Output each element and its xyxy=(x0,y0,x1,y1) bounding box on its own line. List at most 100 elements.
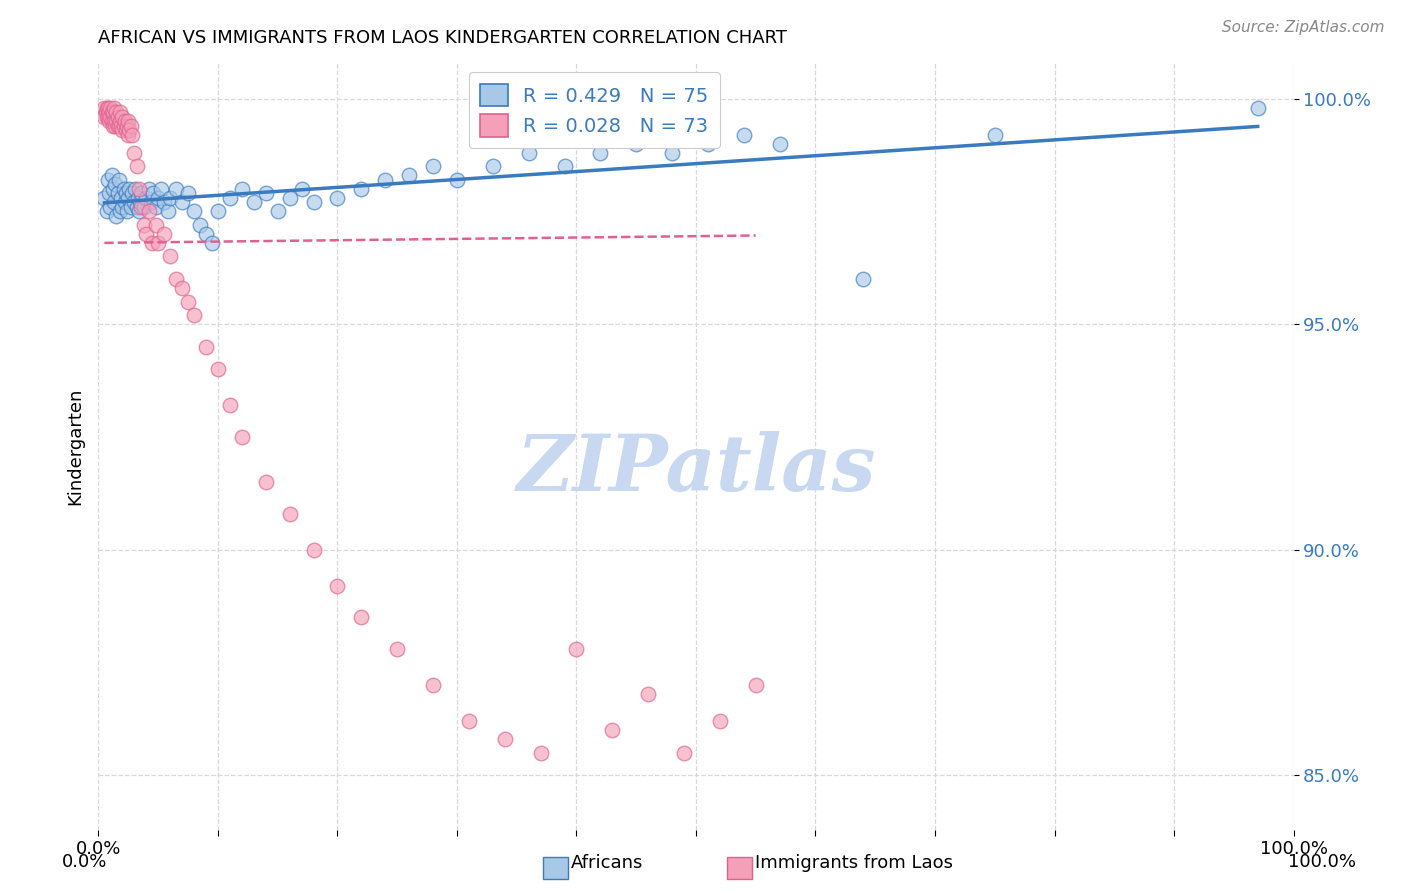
Point xyxy=(121,128,143,142)
Point xyxy=(733,128,755,142)
Point xyxy=(120,119,142,133)
Point xyxy=(159,250,181,264)
Point xyxy=(114,195,136,210)
Point xyxy=(107,119,129,133)
Point xyxy=(517,145,540,160)
Point xyxy=(350,610,373,624)
Point xyxy=(115,119,138,133)
Point xyxy=(661,145,683,160)
Point xyxy=(114,114,136,128)
Point xyxy=(96,101,118,115)
Point xyxy=(108,105,131,120)
Text: ZIPatlas: ZIPatlas xyxy=(516,431,876,508)
Text: 0.0%: 0.0% xyxy=(62,853,107,871)
Point xyxy=(554,159,576,173)
Point xyxy=(183,204,205,219)
Point xyxy=(128,182,150,196)
Y-axis label: Kindergarten: Kindergarten xyxy=(66,387,84,505)
Point xyxy=(98,101,122,115)
Point xyxy=(207,362,229,376)
Point xyxy=(165,182,187,196)
Point xyxy=(697,136,720,151)
Point xyxy=(385,642,409,657)
Point xyxy=(101,105,124,120)
Point xyxy=(139,195,162,210)
Point xyxy=(291,182,314,196)
Point xyxy=(141,235,163,250)
Point xyxy=(100,105,122,120)
Point xyxy=(115,186,138,201)
Point xyxy=(120,200,142,214)
Point xyxy=(129,195,152,210)
Point xyxy=(103,114,125,128)
Point xyxy=(124,145,146,160)
Point xyxy=(254,475,277,489)
Point xyxy=(111,200,134,214)
Point xyxy=(117,128,139,142)
Point xyxy=(142,186,165,201)
Point xyxy=(128,204,150,219)
Bar xyxy=(727,857,752,879)
Point xyxy=(602,723,624,738)
Point xyxy=(145,200,167,214)
Point xyxy=(125,200,148,214)
Text: Source: ZipAtlas.com: Source: ZipAtlas.com xyxy=(1222,20,1385,35)
Point xyxy=(422,678,444,692)
Point xyxy=(107,186,129,201)
Point xyxy=(138,204,160,219)
Point xyxy=(153,227,176,241)
Point xyxy=(350,182,373,196)
Point xyxy=(98,186,121,201)
Point xyxy=(97,173,120,187)
Point xyxy=(673,746,696,760)
Point xyxy=(101,182,124,196)
Point xyxy=(852,272,875,286)
Point xyxy=(131,200,153,214)
Point xyxy=(326,191,349,205)
Point xyxy=(195,227,218,241)
Point xyxy=(118,123,141,137)
Point xyxy=(98,105,121,120)
Point xyxy=(105,209,128,223)
Point xyxy=(231,182,253,196)
Point xyxy=(165,272,187,286)
Point xyxy=(111,123,134,137)
Point xyxy=(100,114,122,128)
Point xyxy=(148,235,170,250)
Point xyxy=(103,195,125,210)
Point xyxy=(153,195,176,210)
Point xyxy=(105,105,128,120)
Point xyxy=(96,110,118,124)
Point xyxy=(115,123,138,137)
Point xyxy=(589,145,612,160)
Point xyxy=(458,714,481,729)
Point xyxy=(231,430,253,444)
Point xyxy=(108,114,131,128)
Point xyxy=(446,173,468,187)
Text: Immigrants from Laos: Immigrants from Laos xyxy=(755,854,953,871)
Point xyxy=(132,200,155,214)
Text: AFRICAN VS IMMIGRANTS FROM LAOS KINDERGARTEN CORRELATION CHART: AFRICAN VS IMMIGRANTS FROM LAOS KINDERGA… xyxy=(98,29,787,47)
Point xyxy=(124,195,146,210)
Point xyxy=(148,191,170,205)
Point xyxy=(159,191,181,205)
Point xyxy=(177,294,200,309)
Point xyxy=(107,119,129,133)
Point xyxy=(278,191,301,205)
Point xyxy=(96,204,118,219)
Point xyxy=(494,732,516,747)
Point xyxy=(131,186,153,201)
Point xyxy=(422,159,444,173)
Text: 100.0%: 100.0% xyxy=(1288,853,1355,871)
Point xyxy=(207,204,229,219)
Point xyxy=(177,186,200,201)
Point xyxy=(138,182,160,196)
Point xyxy=(132,218,155,232)
Point xyxy=(111,110,134,124)
Point xyxy=(278,507,301,521)
Point xyxy=(984,128,1007,142)
Point xyxy=(530,746,553,760)
Point xyxy=(124,182,146,196)
Point xyxy=(745,678,768,692)
Point xyxy=(626,136,648,151)
